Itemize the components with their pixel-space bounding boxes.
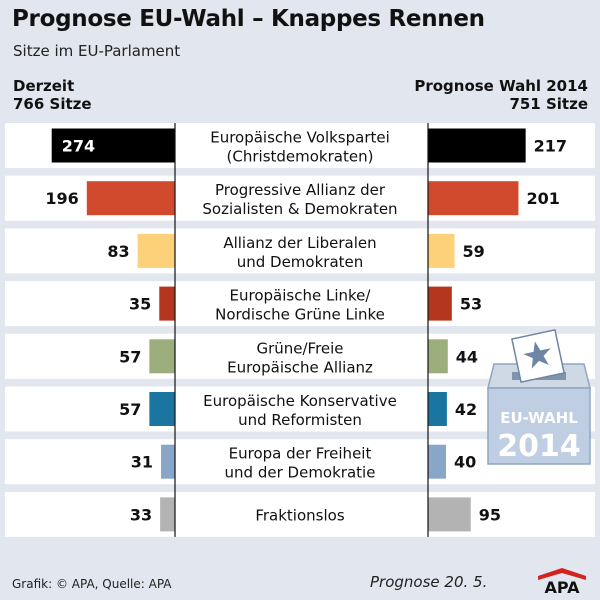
category-label: und Reformisten: [238, 411, 362, 429]
right-header-label: Prognose Wahl 2014: [414, 77, 588, 95]
value-label-prognose: 59: [463, 242, 485, 261]
ballot-box-icon: EU-WAHL 2014: [487, 329, 591, 465]
value-label-derzeit: 31: [131, 453, 153, 472]
logo-text: APA: [544, 578, 580, 594]
row-background: [5, 491, 595, 537]
value-label-derzeit: 83: [107, 242, 129, 261]
bar-prognose: [428, 339, 448, 374]
bar-prognose: [428, 497, 471, 532]
bar-derzeit: [161, 444, 175, 479]
chart-row: 196 201 Progressive Allianz derSozialisten…: [5, 175, 595, 221]
category-label: (Christdemokraten): [227, 148, 374, 166]
value-label-prognose: 42: [455, 400, 477, 419]
value-label-prognose: 44: [456, 347, 478, 366]
row-background: [5, 281, 595, 327]
category-label: Europäische Konservative: [203, 392, 397, 410]
row-background: [5, 228, 595, 274]
category-label: Allianz der Liberalen: [223, 234, 376, 252]
chart-subtitle: Sitze im EU-Parlament: [13, 42, 181, 60]
chart-row: 274 217 Europäische Volkspartei(Christdemo…: [5, 123, 595, 168]
bar-prognose: [428, 286, 452, 321]
bar-prognose: [428, 128, 526, 163]
value-label-derzeit: 274: [62, 137, 95, 156]
category-label: Grüne/Freie: [256, 339, 343, 357]
category-label: Europäische Linke/: [230, 287, 372, 305]
value-label-prognose: 201: [526, 189, 559, 208]
value-label-derzeit: 57: [119, 400, 141, 419]
left-column-header: Derzeit 766 Sitze: [13, 77, 92, 113]
category-label: und Demokraten: [237, 253, 364, 271]
bar-prognose: [428, 233, 455, 268]
chart-title: Prognose EU-Wahl – Knappes Rennen: [12, 6, 485, 32]
ballot-box-label: EU-WAHL: [500, 409, 578, 427]
value-label-derzeit: 35: [129, 295, 151, 314]
chart-row: 33 95 Fraktionslos: [5, 491, 595, 537]
bar-derzeit: [149, 392, 175, 426]
category-label: Progressive Allianz der: [215, 181, 386, 199]
right-column-header: Prognose Wahl 2014 751 Sitze: [414, 77, 588, 113]
value-label-prognose: 40: [454, 453, 476, 472]
category-label: Europa der Freiheit: [229, 445, 372, 463]
footer-date: Prognose 20. 5.: [370, 573, 488, 591]
value-label-derzeit: 196: [45, 189, 78, 208]
bar-prognose: [428, 444, 446, 479]
value-label-prognose: 95: [479, 505, 501, 524]
chart-row: 35 53 Europäische Linke/Nordische Grüne Li…: [5, 281, 595, 327]
ballot-box-body: [487, 387, 591, 465]
left-header-label: Derzeit: [13, 77, 75, 95]
logo-chevron: [538, 568, 586, 580]
bar-derzeit: [149, 339, 175, 374]
value-label-derzeit: 57: [119, 347, 141, 366]
category-label: Fraktionslos: [255, 506, 344, 524]
category-label: und der Demokratie: [225, 464, 376, 482]
value-label-prognose: 53: [460, 295, 482, 314]
bar-derzeit: [160, 497, 175, 532]
bar-derzeit: [51, 128, 176, 163]
category-label: Europäische Volkspartei: [210, 129, 390, 147]
bar-derzeit: [159, 286, 175, 321]
bar-derzeit: [137, 233, 175, 268]
apa-logo: APA: [538, 568, 586, 594]
bar-prognose: [428, 392, 447, 426]
right-header-total: 751 Sitze: [509, 95, 588, 113]
ballot-box-year: 2014: [497, 429, 581, 464]
ballot-paper: [511, 329, 565, 383]
category-label: Nordische Grüne Linke: [215, 306, 385, 324]
bar-derzeit: [86, 181, 175, 216]
star-icon: [523, 341, 551, 369]
category-label: Europäische Allianz: [227, 358, 373, 376]
category-label: Sozialisten & Demokraten: [202, 200, 397, 218]
bar-prognose: [428, 181, 519, 216]
value-label-derzeit: 33: [130, 505, 152, 524]
left-header-total: 766 Sitze: [13, 95, 92, 113]
footer-source: Grafik: © APA, Quelle: APA: [12, 577, 172, 591]
chart-rows: 274 217 Europäische Volkspartei(Christdemo…: [5, 123, 595, 537]
value-label-prognose: 217: [534, 137, 567, 156]
